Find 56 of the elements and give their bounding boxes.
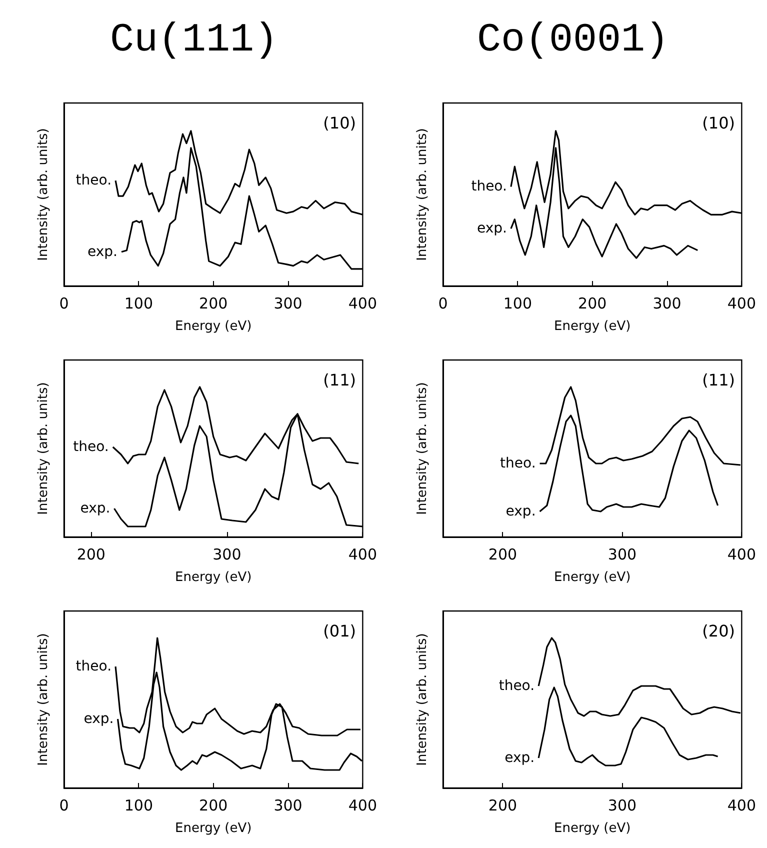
x-axis-title: Energy (eV) <box>554 319 631 334</box>
x-tick-label: 300 <box>274 796 302 814</box>
x-axis-title: Energy (eV) <box>554 570 631 585</box>
series-label: theo. <box>76 172 112 189</box>
y-axis-title: Intensity (arb. units) <box>415 382 430 515</box>
x-tick-label: 200 <box>76 546 106 564</box>
series-label: theo. <box>500 456 536 472</box>
x-tick-label: 300 <box>274 294 302 312</box>
annotation: (01) <box>323 622 356 640</box>
annotation: (11) <box>323 370 356 390</box>
series-label: exp. <box>87 244 118 260</box>
annotation: (10) <box>323 114 356 132</box>
x-tick-label: 400 <box>348 294 378 312</box>
y-axis-title: Intensity (arb. units) <box>415 633 430 766</box>
annotation: (11) <box>702 370 735 390</box>
x-tick-label: 0 <box>438 294 448 312</box>
series-label: exp. <box>476 220 507 237</box>
x-tick-label: 300 <box>652 294 682 312</box>
x-tick-label: 400 <box>348 796 378 814</box>
x-tick-label: 100 <box>124 294 153 312</box>
series-label: theo. <box>76 658 112 674</box>
x-tick-label: 300 <box>608 796 637 814</box>
x-tick-label: 0 <box>59 294 69 312</box>
x-tick-label: 400 <box>727 294 756 312</box>
x-tick-label: 400 <box>727 546 756 564</box>
x-tick-label: 0 <box>59 796 69 814</box>
y-axis-title: Intensity (arb. units) <box>36 633 51 766</box>
x-tick-label: 100 <box>503 294 532 312</box>
annotation: (10) <box>702 114 735 132</box>
series-label: exp. <box>506 504 536 520</box>
x-axis-title: Energy (eV) <box>175 570 252 585</box>
series-label: exp. <box>80 500 110 516</box>
series-label: theo. <box>471 178 507 195</box>
x-tick-label: 400 <box>348 546 378 564</box>
x-tick-label: 200 <box>578 294 607 312</box>
x-tick-label: 300 <box>212 546 242 564</box>
x-tick-label: 200 <box>199 294 228 312</box>
y-axis-title: Intensity (arb. units) <box>36 382 51 515</box>
chart-title: Cu(111) <box>110 18 278 64</box>
x-tick-label: 100 <box>124 796 153 814</box>
series-label: theo. <box>498 678 535 694</box>
series-label: exp. <box>84 711 114 727</box>
series-label: exp. <box>504 750 535 766</box>
x-tick-label: 300 <box>608 546 637 564</box>
x-axis-title: Energy (eV) <box>175 319 252 334</box>
x-tick-label: 200 <box>199 796 228 814</box>
x-tick-label: 400 <box>727 796 756 814</box>
chart-title: Co(0001) <box>476 18 670 64</box>
x-tick-label: 200 <box>488 546 518 564</box>
x-tick-label: 200 <box>488 796 518 814</box>
series-label: theo. <box>73 439 109 455</box>
x-axis-title: Energy (eV) <box>554 821 631 836</box>
y-axis-title: Intensity (arb. units) <box>36 128 51 261</box>
annotation: (20) <box>702 622 735 640</box>
x-axis-title: Energy (eV) <box>175 821 252 836</box>
y-axis-title: Intensity (arb. units) <box>415 128 430 261</box>
